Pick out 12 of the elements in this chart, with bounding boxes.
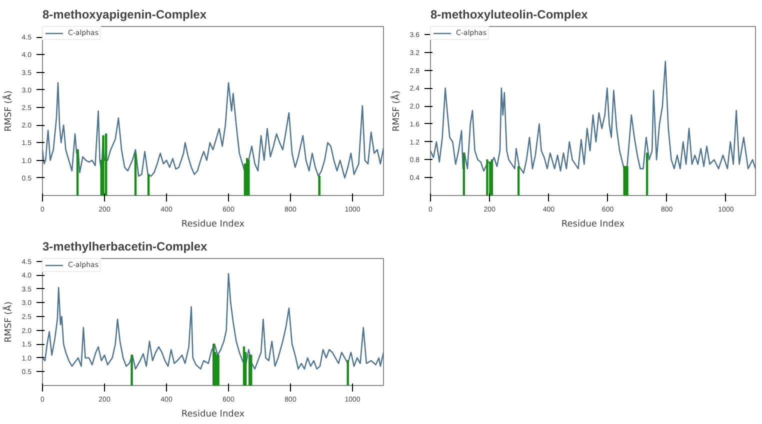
- y-axis-title: RMSF (Å): [2, 302, 14, 342]
- x-axis-title: Residue Index: [181, 410, 246, 420]
- line-series: [42, 273, 384, 370]
- y-axis-title: RMSF (Å): [2, 90, 14, 132]
- y-axis-title: RMSF (Å): [390, 90, 402, 132]
- x-axis-title: Residue Index: [181, 220, 246, 230]
- line-series: [42, 82, 384, 179]
- chart-title: 8-methoxyluteolin-Complex: [430, 8, 588, 22]
- chart-title: 8-methoxyapigenin-Complex: [42, 8, 207, 22]
- line-series: [430, 60, 756, 174]
- x-axis-title: Residue Index: [561, 220, 626, 230]
- chart-title: 3-methylherbacetin-Complex: [42, 240, 208, 254]
